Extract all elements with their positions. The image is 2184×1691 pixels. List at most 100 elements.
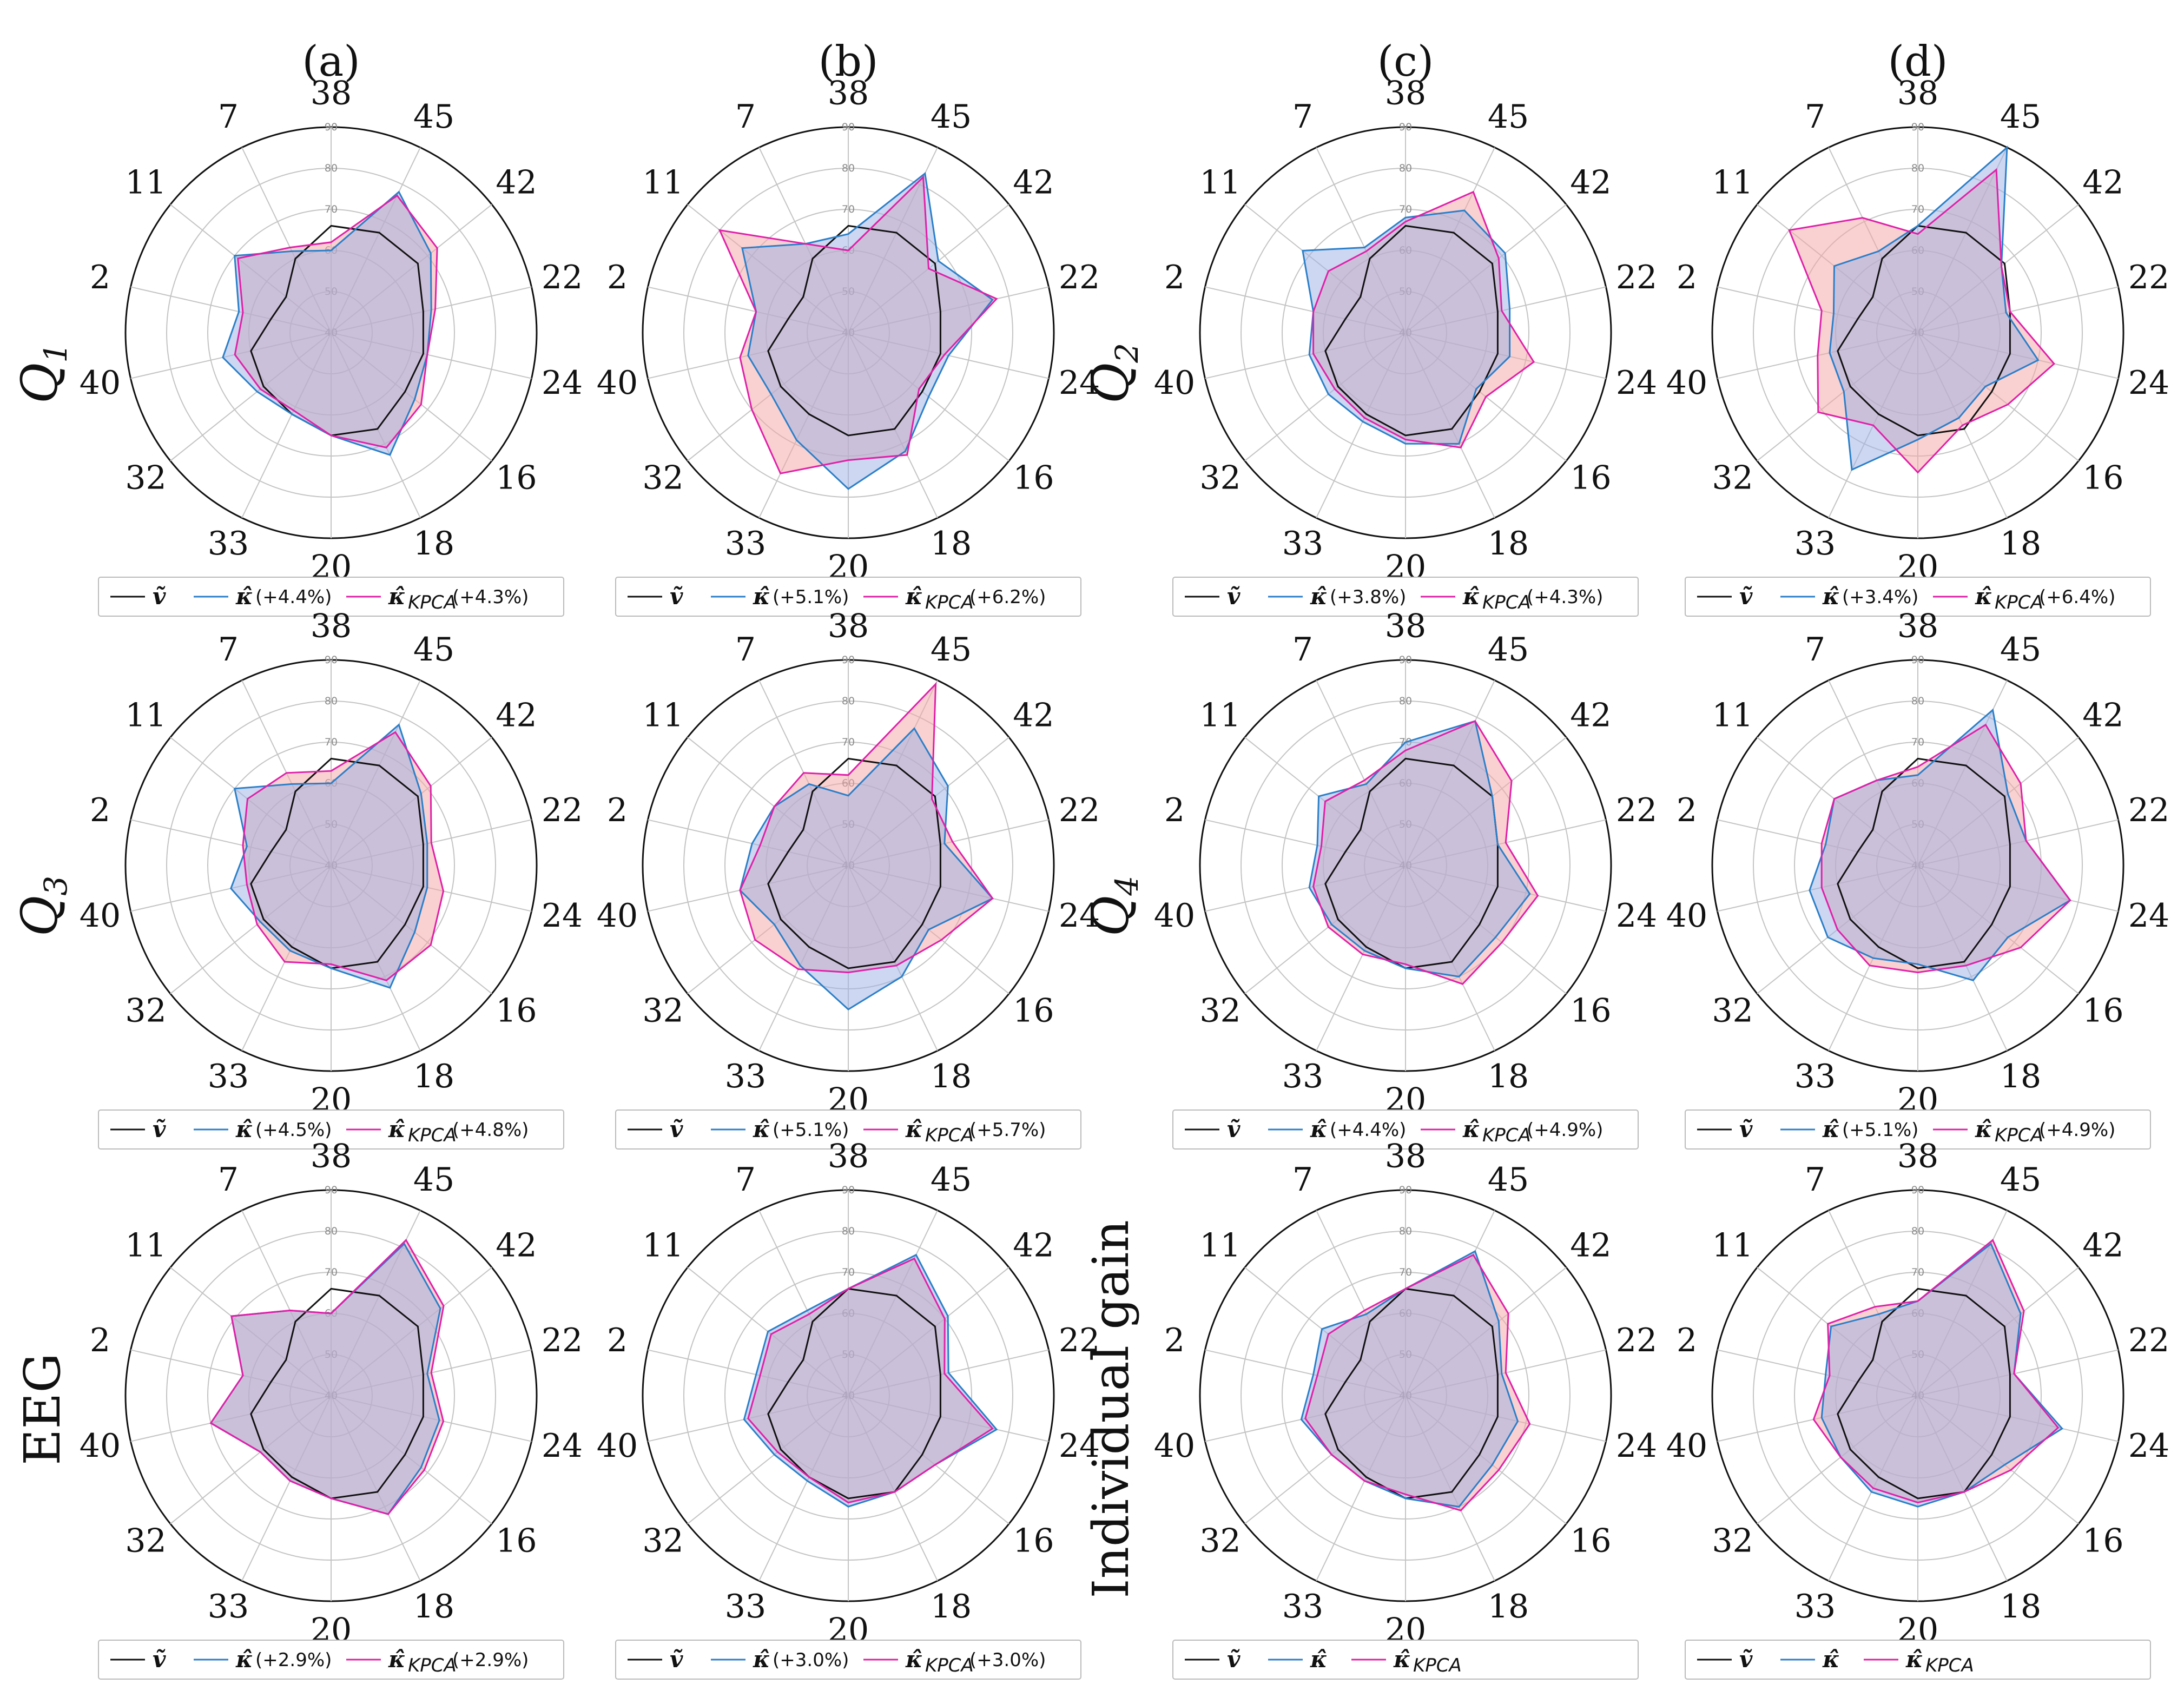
- series-line-kappa: [741, 171, 994, 490]
- axis-label-22: 22: [2128, 259, 2169, 296]
- series-line-kappa: [1300, 1250, 1519, 1508]
- axis-label-2: 2: [1164, 259, 1185, 296]
- axis-label-24: 24: [542, 1427, 583, 1465]
- axis-label-42: 42: [1013, 696, 1054, 734]
- axis-label-40: 40: [80, 897, 121, 935]
- axis-label-45: 45: [931, 1161, 972, 1199]
- series-line-baseline: [767, 757, 941, 969]
- series-line-baseline: [767, 224, 941, 437]
- axis-label-38: 38: [828, 1138, 869, 1175]
- axis-label-40: 40: [597, 1427, 638, 1465]
- axis-label-33: 33: [208, 1058, 249, 1095]
- axis-label-7: 7: [1292, 1161, 1313, 1199]
- legend-gain-kpca: (+6.2%): [969, 586, 1046, 608]
- ring-tick-label: 80: [842, 162, 855, 174]
- axis-label-16: 16: [1570, 459, 1611, 497]
- legend-gain-kappa: (+5.1%): [1842, 1119, 1918, 1141]
- legend-gain-kpca: (+4.3%): [452, 586, 529, 608]
- series-line-kpca: [242, 731, 445, 981]
- axis-label-24: 24: [1616, 364, 1657, 402]
- radar-panel-Q3-b: 40506070809038454222241618203332402117ṽκ…: [597, 607, 1100, 1150]
- axis-label-42: 42: [1570, 696, 1611, 734]
- legend-box: [98, 1109, 564, 1150]
- axis-label-40: 40: [1154, 1427, 1195, 1465]
- axis-label-22: 22: [1059, 791, 1100, 829]
- column-title-a: (a): [302, 37, 360, 86]
- legend-box: [1172, 1640, 1639, 1680]
- series-fill-kappa: [740, 728, 993, 1009]
- axis-label-45: 45: [931, 98, 972, 136]
- axis-label-32: 32: [1712, 992, 1753, 1030]
- axis-label-42: 42: [496, 163, 537, 201]
- axis-label-24: 24: [2128, 897, 2169, 935]
- axis-label-22: 22: [2128, 1322, 2169, 1359]
- legend-symbol-kpca: κ̂: [388, 583, 405, 610]
- axis-label-40: 40: [1666, 897, 1707, 935]
- axis-label-16: 16: [496, 992, 537, 1030]
- legend-subscript: KPCA: [1413, 1655, 1462, 1676]
- axis-label-16: 16: [2082, 992, 2123, 1030]
- axis-label-38: 38: [828, 607, 869, 645]
- row-title-individual-gain: Individual gain: [1082, 1220, 1140, 1598]
- axis-label-18: 18: [413, 1058, 454, 1095]
- axis-label-7: 7: [218, 631, 239, 669]
- axis-label-45: 45: [1488, 631, 1529, 669]
- row-title-q3: Q3: [11, 876, 74, 936]
- legend-symbol-kpca: κ̂: [388, 1116, 405, 1142]
- ring-tick-label: 70: [842, 1266, 855, 1278]
- ring-tick-label: 70: [842, 203, 855, 215]
- axis-label-42: 42: [2082, 696, 2123, 734]
- series-line-baseline: [1324, 224, 1499, 437]
- axis-label-45: 45: [413, 98, 454, 136]
- radar-panel-Q1-b: 40506070809038454222241618203332402117ṽκ…: [597, 75, 1100, 617]
- series-fill-kappa: [1301, 1251, 1518, 1507]
- axis-label-2: 2: [1677, 791, 1697, 829]
- axis-label-11: 11: [1199, 1226, 1241, 1264]
- legend: ṽ κ̂ (+2.9%) κ̂ KPCA(+2.9%): [98, 1640, 564, 1680]
- legend-gain-kpca: (+4.3%): [1527, 586, 1603, 608]
- legend: ṽ κ̂ (+5.1%) κ̂ KPCA(+5.7%): [615, 1109, 1081, 1150]
- legend-subscript: KPCA: [925, 1125, 974, 1146]
- legend-symbol-baseline: ṽ: [153, 583, 166, 610]
- legend-symbol-baseline: ṽ: [1227, 1116, 1241, 1142]
- axis-label-18: 18: [931, 1588, 972, 1626]
- axis-label-33: 33: [1794, 525, 1836, 563]
- axis-label-7: 7: [1805, 98, 1825, 136]
- ring-tick-label: 80: [325, 695, 338, 707]
- legend-gain-kappa: (+4.4%): [255, 586, 332, 608]
- axis-label-2: 2: [1164, 791, 1185, 829]
- axis-label-24: 24: [1616, 897, 1657, 935]
- legend-box: [98, 1640, 564, 1680]
- axis-label-45: 45: [2000, 98, 2041, 136]
- legend-box: [1685, 1640, 2151, 1680]
- legend-symbol-baseline: ṽ: [670, 1646, 683, 1673]
- axis-label-45: 45: [1488, 1161, 1529, 1199]
- legend-subscript: KPCA: [408, 1655, 457, 1676]
- legend-subscript: KPCA: [1482, 592, 1531, 613]
- axis-label-24: 24: [2128, 1427, 2169, 1465]
- legend-symbol-kpca: κ̂: [905, 1646, 922, 1673]
- legend-symbol-kpca: κ̂: [1462, 583, 1480, 610]
- axis-label-38: 38: [1897, 1138, 1938, 1175]
- axis-label-18: 18: [2000, 1588, 2041, 1626]
- axis-label-33: 33: [1282, 525, 1323, 563]
- axis-label-38: 38: [311, 75, 352, 113]
- legend-symbol-kappa: κ̂: [1310, 1646, 1327, 1673]
- axis-label-7: 7: [735, 98, 756, 136]
- ring-tick-label: 70: [325, 1266, 338, 1278]
- axis-label-22: 22: [2128, 791, 2169, 829]
- series-line-kpca: [747, 1257, 994, 1504]
- series-fill-kappa: [1809, 710, 2070, 981]
- axis-label-38: 38: [1897, 607, 1938, 645]
- axis-label-40: 40: [597, 364, 638, 402]
- axis-label-16: 16: [2082, 459, 2123, 497]
- legend-gain-kappa: (+3.8%): [1330, 586, 1406, 608]
- radar-panel-IG-d: 40506070809038454222241618203332402117ṽκ…: [1666, 1138, 2169, 1680]
- axis-label-11: 11: [1199, 163, 1241, 201]
- ring-tick-label: 70: [325, 203, 338, 215]
- axis-label-38: 38: [1385, 607, 1426, 645]
- axis-label-7: 7: [1292, 98, 1313, 136]
- series-line-kpca: [234, 194, 438, 448]
- legend-gain-kappa: (+3.0%): [773, 1649, 849, 1671]
- ring-tick-label: 80: [1911, 1225, 1924, 1237]
